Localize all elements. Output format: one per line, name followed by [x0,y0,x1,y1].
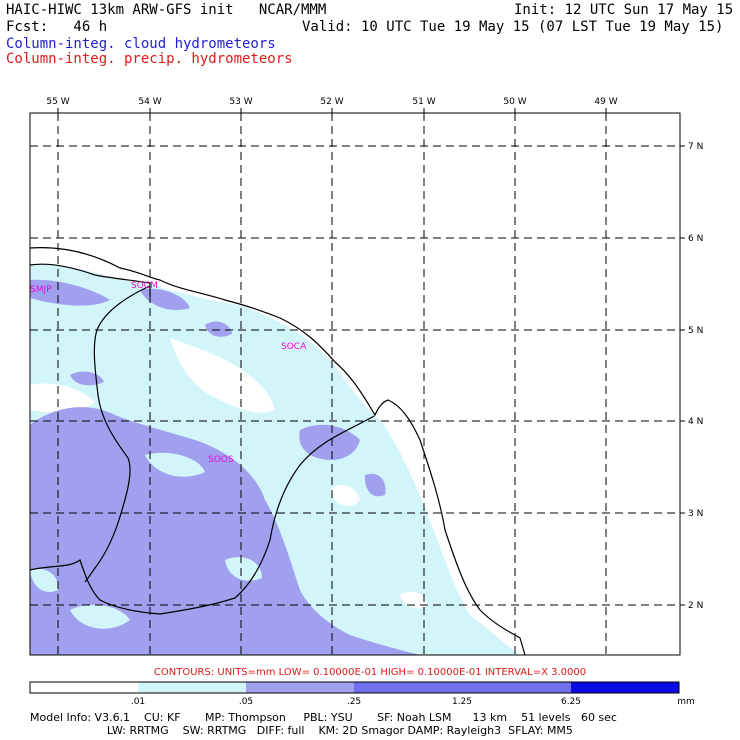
border-frenchguiana-brazil [30,415,375,615]
legend-unit: mm [677,697,695,707]
lon-label: 55 W [46,97,69,107]
legend-swatch [138,682,246,693]
lat-label: 5 N [688,326,703,336]
legend-tick: 6.25 [561,697,581,707]
shading-gap [225,557,262,581]
lon-label: 52 W [320,97,343,107]
cloud-field-title: Column-integ. cloud hydrometeors [6,36,276,52]
graticule [30,113,680,655]
latitude-labels: 7 N 6 N 5 N 4 N 3 N 2 N [688,142,703,611]
precip-field-title: Column-integ. precip. hydrometeors [6,51,293,67]
shading-gap [30,568,59,592]
map-frame [29,112,681,656]
shading-lavender [140,288,190,310]
lon-label: 53 W [229,97,252,107]
shading-lavender [30,279,110,306]
legend-tick: .25 [347,697,361,707]
shading-gap [315,509,346,543]
lat-label: 3 N [688,509,703,519]
legend-swatch [571,682,679,693]
legend-frame [29,681,680,694]
shading-lavender [364,473,386,497]
legend-swatch [354,682,571,693]
lon-label: 54 W [138,97,161,107]
station-label: SMJP [30,285,52,295]
lat-label: 4 N [688,417,703,427]
init-time: Init: 12 UTC Sun 17 May 15 [514,2,734,18]
coastline [30,247,526,655]
shading-gap [400,591,428,609]
legend-tick: .01 [131,697,145,707]
lat-label: 2 N [688,601,703,611]
legend-tick: .05 [239,697,253,707]
legend-swatch [30,682,138,693]
lat-label: 6 N [688,234,703,244]
model-info-line1: Model Info: V3.6.1 CU: KF MP: Thompson P… [30,711,617,724]
model-title: HAIC-HIWC 13km ARW-GFS init NCAR/MMM [6,2,327,18]
shading-gap [145,452,205,477]
color-legend: .01 .05 .25 1.25 6.25 mm [29,681,695,707]
legend-swatch [246,682,354,693]
lat-label: 7 N [688,142,703,152]
border-suriname-frenchguiana [84,285,151,583]
hydrometeor-shading [30,264,520,655]
shading-lavender [205,321,232,337]
station-labels: SMJP SOCM SOCA SOOS [30,281,307,465]
station-label: SOCM [131,281,158,291]
contour-info: CONTOURS: UNITS=mm LOW= 0.10000E-01 HIGH… [153,667,587,678]
lon-label: 51 W [412,97,435,107]
legend-tick: 1.25 [452,697,472,707]
forecast-hour: Fcst: 46 h [6,19,108,35]
valid-time: Valid: 10 UTC Tue 19 May 15 (07 LST Tue … [302,19,724,35]
axis-ticks [57,108,685,606]
station-label: SOCA [281,342,307,352]
shading-gap [70,604,130,629]
station-label: SOOS [208,455,234,465]
longitude-labels: 55 W 54 W 53 W 52 W 51 W 50 W 49 W [46,97,617,107]
lon-label: 49 W [594,97,617,107]
border-suriname-guyana [30,263,151,296]
model-info-line2: LW: RRTMG SW: RRTMG DIFF: full KM: 2D Sm… [30,724,573,737]
shading-lavender [30,407,420,655]
shading-gap [30,383,95,413]
lon-label: 50 W [503,97,526,107]
shading-gap [170,338,275,413]
shading-gap [330,484,360,506]
